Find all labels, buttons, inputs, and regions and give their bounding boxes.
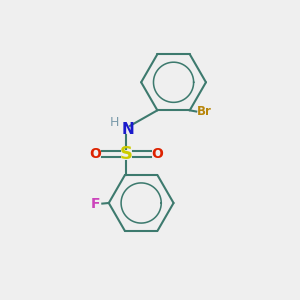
Text: N: N xyxy=(122,122,135,137)
Text: S: S xyxy=(120,146,133,164)
Text: O: O xyxy=(90,147,101,161)
Text: Br: Br xyxy=(197,105,212,118)
Text: F: F xyxy=(91,196,100,211)
Text: H: H xyxy=(110,116,119,129)
Text: O: O xyxy=(152,147,163,161)
